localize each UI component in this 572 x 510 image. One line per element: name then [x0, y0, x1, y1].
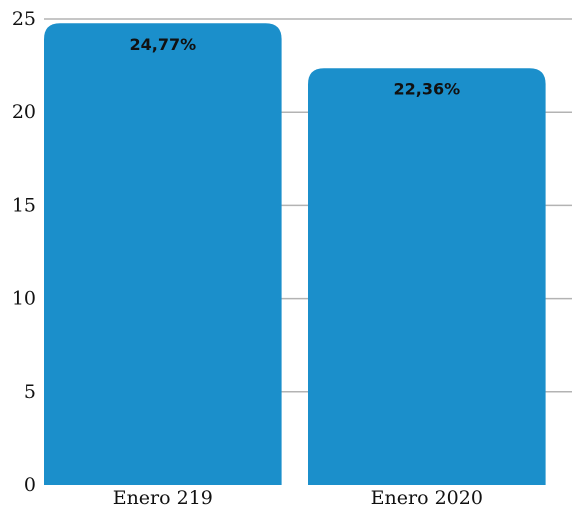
x-axis-ticks: Enero 219 Enero 2020 — [113, 487, 483, 509]
y-tick-label: 0 — [24, 474, 36, 496]
y-tick-label: 15 — [12, 194, 36, 216]
y-tick-label: 25 — [12, 8, 36, 30]
bar-layer — [44, 23, 546, 486]
y-tick-label: 10 — [12, 288, 36, 310]
bar[interactable] — [308, 68, 546, 486]
data-labels: 24,77% 22,36% — [129, 35, 460, 99]
bar-value-label: 22,36% — [393, 80, 460, 99]
bar-value-label: 24,77% — [129, 35, 196, 54]
bar[interactable] — [44, 23, 282, 485]
x-tick-label: Enero 2020 — [371, 487, 483, 509]
y-tick-label: 5 — [24, 381, 36, 403]
y-tick-label: 20 — [12, 101, 36, 123]
x-tick-label: Enero 219 — [113, 487, 213, 509]
y-axis-ticks: 0 5 10 15 20 25 — [12, 8, 36, 496]
